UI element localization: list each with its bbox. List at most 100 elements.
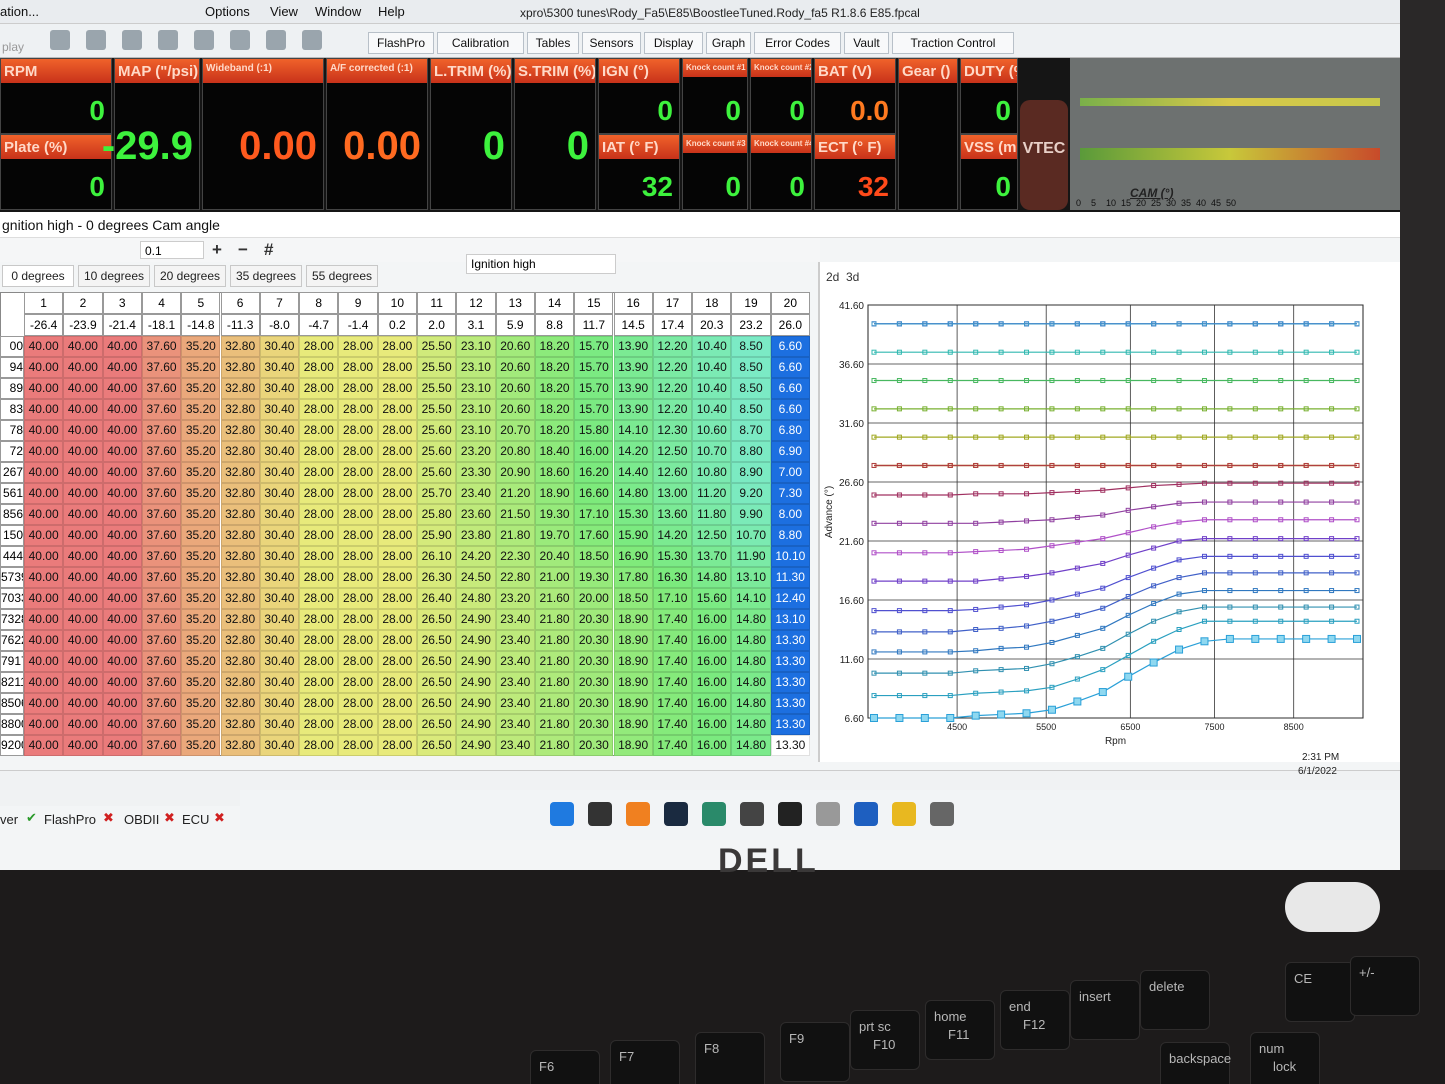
tab-button[interactable]: Calibration bbox=[437, 32, 524, 54]
table-cell[interactable]: 28.00 bbox=[377, 336, 417, 357]
table-cell[interactable]: 15.70 bbox=[574, 399, 614, 420]
table-cell[interactable]: 40.00 bbox=[63, 546, 103, 567]
table-cell[interactable]: 17.10 bbox=[574, 504, 614, 525]
table-cell[interactable]: 28.00 bbox=[377, 588, 417, 609]
table-cell[interactable]: 25.60 bbox=[417, 420, 457, 441]
table-cell[interactable]: 40.00 bbox=[24, 441, 64, 462]
table-cell[interactable]: 40.00 bbox=[102, 651, 142, 672]
table-cell[interactable]: 28.00 bbox=[338, 441, 378, 462]
tab-button[interactable]: FlashPro bbox=[368, 32, 434, 54]
table-cell[interactable]: 35.20 bbox=[181, 630, 221, 651]
table-cell[interactable]: 40.00 bbox=[102, 462, 142, 483]
table-cell[interactable]: 40.00 bbox=[63, 693, 103, 714]
table-cell[interactable]: 28.00 bbox=[338, 336, 378, 357]
table-cell[interactable]: 16.60 bbox=[574, 483, 614, 504]
table-cell[interactable]: 20.30 bbox=[574, 672, 614, 693]
table-cell[interactable]: 15.80 bbox=[574, 420, 614, 441]
table-cell[interactable]: 21.80 bbox=[534, 630, 575, 651]
table-cell[interactable]: 40.00 bbox=[63, 336, 103, 357]
table-cell[interactable]: 13.30 bbox=[770, 672, 810, 693]
table-cell[interactable]: 25.60 bbox=[417, 441, 457, 462]
table-cell[interactable]: 15.90 bbox=[613, 525, 653, 546]
table-cell[interactable]: 28.00 bbox=[299, 651, 339, 672]
table-cell[interactable]: 28.00 bbox=[338, 357, 378, 378]
table-cell[interactable]: 17.40 bbox=[652, 651, 693, 672]
table-cell[interactable]: 30.40 bbox=[259, 378, 300, 399]
table-cell[interactable]: 30.40 bbox=[259, 735, 300, 756]
table-cell[interactable]: 37.60 bbox=[141, 714, 182, 735]
table-cell[interactable]: 28.00 bbox=[299, 714, 339, 735]
table-cell[interactable]: 18.50 bbox=[574, 546, 614, 567]
table-cell[interactable]: 12.20 bbox=[652, 336, 693, 357]
table-cell[interactable]: 40.00 bbox=[63, 651, 103, 672]
table-cell[interactable]: 12.20 bbox=[652, 357, 693, 378]
table-cell[interactable]: 28.00 bbox=[377, 630, 417, 651]
table-cell[interactable]: 28.00 bbox=[377, 525, 417, 546]
table-cell[interactable]: 37.60 bbox=[141, 462, 182, 483]
table-cell[interactable]: 30.40 bbox=[259, 399, 300, 420]
table-cell[interactable]: 14.20 bbox=[613, 441, 653, 462]
table-cell[interactable]: 35.20 bbox=[181, 378, 221, 399]
table-cell[interactable]: 40.00 bbox=[24, 630, 64, 651]
table-cell[interactable]: 20.40 bbox=[534, 546, 575, 567]
table-cell[interactable]: 35.20 bbox=[181, 525, 221, 546]
table-cell[interactable]: 6.80 bbox=[770, 420, 810, 441]
table-cell[interactable]: 23.60 bbox=[456, 504, 496, 525]
table-cell[interactable]: 35.20 bbox=[181, 441, 221, 462]
table-cell[interactable]: 18.20 bbox=[534, 336, 575, 357]
table-cell[interactable]: 40.00 bbox=[24, 735, 64, 756]
table-cell[interactable]: 22.80 bbox=[495, 567, 535, 588]
table-cell[interactable]: 30.40 bbox=[259, 714, 300, 735]
cam-tab[interactable]: 35 degrees bbox=[230, 265, 302, 287]
table-cell[interactable]: 24.90 bbox=[456, 693, 496, 714]
table-cell[interactable]: 40.00 bbox=[24, 420, 64, 441]
table-cell[interactable]: 18.90 bbox=[613, 630, 653, 651]
table-cell[interactable]: 28.00 bbox=[338, 714, 378, 735]
table-cell[interactable]: 23.80 bbox=[456, 525, 496, 546]
table-cell[interactable]: 8.70 bbox=[731, 420, 771, 441]
table-cell[interactable]: 32.80 bbox=[220, 651, 260, 672]
table-cell[interactable]: 16.00 bbox=[692, 672, 732, 693]
table-cell[interactable]: 23.40 bbox=[495, 609, 535, 630]
taskbar-icon[interactable] bbox=[892, 802, 916, 826]
table-cell[interactable]: 37.60 bbox=[141, 693, 182, 714]
table-cell[interactable]: 35.20 bbox=[181, 336, 221, 357]
table-cell[interactable]: 13.30 bbox=[770, 714, 810, 735]
table-cell[interactable]: 6.60 bbox=[770, 378, 810, 399]
table-cell[interactable]: 28.00 bbox=[377, 693, 417, 714]
table-cell[interactable]: 19.30 bbox=[534, 504, 575, 525]
table-cell[interactable]: 30.40 bbox=[259, 588, 300, 609]
taskbar-icon[interactable] bbox=[588, 802, 612, 826]
table-cell[interactable]: 28.00 bbox=[299, 735, 339, 756]
table-cell[interactable]: 30.40 bbox=[259, 630, 300, 651]
table-cell[interactable]: 28.00 bbox=[338, 546, 378, 567]
table-cell[interactable]: 11.90 bbox=[731, 546, 771, 567]
table-cell[interactable]: 40.00 bbox=[63, 609, 103, 630]
taskbar-icon[interactable] bbox=[626, 802, 650, 826]
table-cell[interactable]: 24.90 bbox=[456, 651, 496, 672]
table-cell[interactable]: 14.80 bbox=[731, 672, 771, 693]
table-cell[interactable]: 35.20 bbox=[181, 483, 221, 504]
table-cell[interactable]: 26.50 bbox=[417, 630, 457, 651]
table-cell[interactable]: 23.20 bbox=[495, 588, 535, 609]
table-cell[interactable]: 13.30 bbox=[770, 735, 810, 756]
table-cell[interactable]: 40.00 bbox=[63, 483, 103, 504]
table-cell[interactable]: 10.70 bbox=[731, 525, 771, 546]
table-cell[interactable]: 17.40 bbox=[652, 693, 693, 714]
table-cell[interactable]: 26.50 bbox=[417, 714, 457, 735]
table-cell[interactable]: 35.20 bbox=[181, 714, 221, 735]
table-cell[interactable]: 8.50 bbox=[731, 399, 771, 420]
table-cell[interactable]: 21.20 bbox=[495, 483, 535, 504]
table-cell[interactable]: 13.10 bbox=[731, 567, 771, 588]
table-cell[interactable]: 12.50 bbox=[652, 441, 693, 462]
table-cell[interactable]: 32.80 bbox=[220, 714, 260, 735]
tab-button[interactable]: Vault bbox=[844, 32, 889, 54]
table-cell[interactable]: 23.40 bbox=[495, 672, 535, 693]
table-cell[interactable]: 40.00 bbox=[24, 693, 64, 714]
keyboard-key[interactable]: home F11 bbox=[925, 1000, 995, 1060]
table-cell[interactable]: 17.40 bbox=[652, 630, 693, 651]
table-cell[interactable]: 26.50 bbox=[417, 609, 457, 630]
table-cell[interactable]: 19.70 bbox=[534, 525, 575, 546]
table-cell[interactable]: 28.00 bbox=[377, 672, 417, 693]
table-cell[interactable]: 28.00 bbox=[299, 336, 339, 357]
